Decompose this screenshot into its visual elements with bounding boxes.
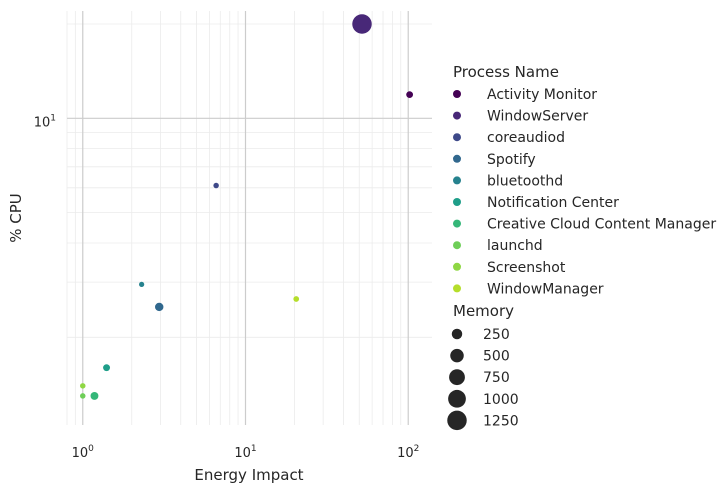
size-legend-label: 500 [483, 349, 510, 365]
legend-entry: coreaudiod [453, 130, 565, 146]
size-legend-label: 750 [483, 370, 510, 386]
size-legend-marker [450, 348, 464, 363]
legend-entry: Notification Center [453, 195, 619, 211]
point-screenshot [80, 383, 86, 389]
point-coreaudiod [213, 182, 219, 189]
y-tick-label: 101 [34, 113, 56, 130]
legend-label: bluetoothd [487, 173, 563, 189]
x-axis-ticks: 100 101 102 [72, 444, 420, 461]
point-activity-monitor [406, 91, 414, 99]
point-windowserver [352, 14, 372, 34]
legend-entry: Creative Cloud Content Manager [453, 217, 716, 233]
legend: Process Name Activity Monitor WindowServe… [447, 63, 716, 431]
legend-label: coreaudiod [487, 130, 565, 146]
size-legend-entry: 750 [449, 369, 510, 386]
legend-entry: Spotify [453, 152, 536, 168]
size-legend-entry: 1000 [448, 389, 519, 408]
legend-label: Creative Cloud Content Manager [487, 217, 716, 233]
legend-label: launchd [487, 238, 543, 254]
x-tick-label: 101 [234, 444, 256, 461]
size-legend-label: 1250 [483, 413, 519, 429]
size-legend-marker [447, 410, 467, 431]
legend-marker [453, 90, 461, 98]
size-legend-label: 250 [483, 327, 510, 343]
point-launchd [80, 393, 86, 399]
x-axis-title: Energy Impact [194, 466, 303, 484]
legend-label: Notification Center [487, 195, 619, 211]
legend-marker [453, 219, 461, 228]
legend-entry: Activity Monitor [453, 87, 597, 103]
legend-entry: Screenshot [453, 260, 566, 276]
size-legend-title: Memory [453, 302, 514, 320]
x-tick-label: 100 [72, 444, 95, 461]
size-legend-entry: 250 [451, 327, 510, 343]
size-legend-entries: 250 500 750 1000 1250 [447, 327, 519, 431]
size-legend-marker [449, 369, 465, 386]
size-legend-entry: 500 [450, 348, 510, 365]
data-points [80, 14, 414, 400]
legend-entry: bluetoothd [453, 173, 563, 189]
legend-entry: WindowManager [453, 281, 604, 297]
legend-entry: WindowServer [453, 109, 588, 125]
legend-marker [453, 262, 461, 271]
x-tick-label: 102 [397, 444, 419, 461]
legend-label: WindowManager [487, 281, 604, 297]
point-spotify [154, 302, 164, 312]
legend-entry: launchd [453, 238, 543, 254]
legend-marker [453, 176, 461, 185]
size-legend-entry: 1250 [447, 410, 519, 431]
y-axis-ticks: 101 [34, 113, 56, 130]
legend-marker [453, 241, 461, 250]
legend-label: WindowServer [487, 109, 588, 125]
legend-marker [453, 284, 461, 293]
point-bluetoothd [139, 281, 145, 288]
legend-marker [453, 154, 461, 163]
size-legend-marker [451, 328, 463, 340]
point-windowmanager [293, 296, 300, 302]
y-axis-title: % CPU [7, 193, 25, 243]
size-legend-marker [448, 389, 466, 408]
hue-legend-entries: Activity Monitor WindowServer coreaudiod Sp… [453, 87, 716, 297]
legend-marker [453, 198, 461, 206]
legend-label: Activity Monitor [487, 87, 597, 103]
legend-marker [453, 111, 461, 120]
grid-lines [66, 11, 432, 425]
hue-legend-title: Process Name [453, 63, 559, 81]
legend-label: Screenshot [487, 260, 566, 276]
legend-marker [453, 133, 461, 142]
size-legend-label: 1000 [483, 392, 519, 408]
point-creative-cloud-content-manager [90, 391, 99, 400]
legend-label: Spotify [487, 152, 536, 168]
point-notification-center [103, 364, 111, 372]
